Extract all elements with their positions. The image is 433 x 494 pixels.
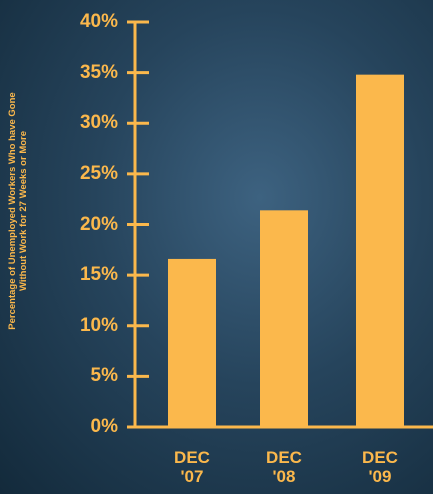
bar — [260, 210, 308, 427]
x-tick-label: DEC '09 — [362, 448, 398, 486]
y-axis-label: Percentage of Unemployed Workers Who hav… — [7, 92, 29, 330]
bar — [356, 74, 404, 428]
y-tick-label: 15% — [79, 264, 118, 286]
y-tick-label: 0% — [90, 416, 118, 437]
y-tick-label: 40% — [79, 11, 118, 32]
bar — [168, 258, 216, 427]
x-tick-label: DEC '08 — [266, 448, 302, 486]
y-tick-label: 25% — [79, 162, 118, 184]
y-tick-label: 10% — [79, 314, 118, 336]
y-tick-label: 20% — [79, 213, 118, 235]
y-tick-label: 5% — [90, 365, 118, 387]
y-tick-label: 35% — [79, 61, 118, 83]
y-tick-label: 30% — [79, 112, 118, 134]
x-tick-label: DEC '07 — [174, 448, 210, 486]
